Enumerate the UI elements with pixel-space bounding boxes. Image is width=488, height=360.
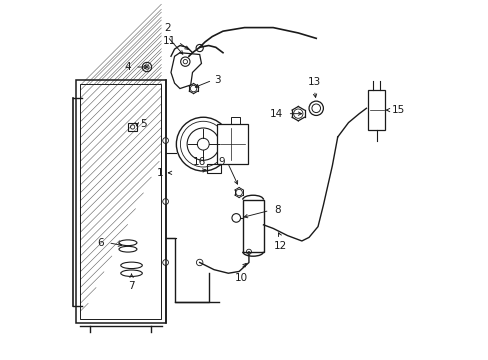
Text: 5: 5 [140, 120, 147, 129]
Bar [80, 84, 161, 319]
Circle shape [142, 62, 151, 72]
Circle shape [163, 199, 168, 204]
Text: 4: 4 [124, 62, 131, 72]
Text: 14: 14 [269, 109, 283, 119]
Bar [128, 123, 137, 131]
Circle shape [196, 44, 203, 51]
Bar [76, 80, 165, 323]
Text: 6: 6 [97, 238, 104, 248]
Bar [216, 125, 248, 164]
Text: 9: 9 [219, 157, 225, 167]
Bar [206, 164, 221, 173]
Bar [230, 117, 240, 125]
Text: 7: 7 [128, 281, 135, 291]
Circle shape [163, 138, 168, 143]
Circle shape [308, 101, 323, 116]
Text: 16: 16 [193, 157, 206, 167]
Bar [367, 90, 385, 130]
Text: 12: 12 [273, 241, 286, 251]
Bar [242, 200, 263, 252]
Text: 15: 15 [391, 105, 405, 115]
Text: 2: 2 [164, 23, 170, 33]
Circle shape [180, 57, 190, 66]
Text: 3: 3 [214, 75, 220, 85]
Circle shape [163, 260, 168, 265]
Text: 1: 1 [157, 168, 163, 178]
Text: 11: 11 [162, 36, 175, 46]
Text: 8: 8 [273, 206, 280, 216]
Text: 10: 10 [234, 273, 247, 283]
Text: 13: 13 [307, 77, 321, 87]
Circle shape [231, 213, 240, 222]
